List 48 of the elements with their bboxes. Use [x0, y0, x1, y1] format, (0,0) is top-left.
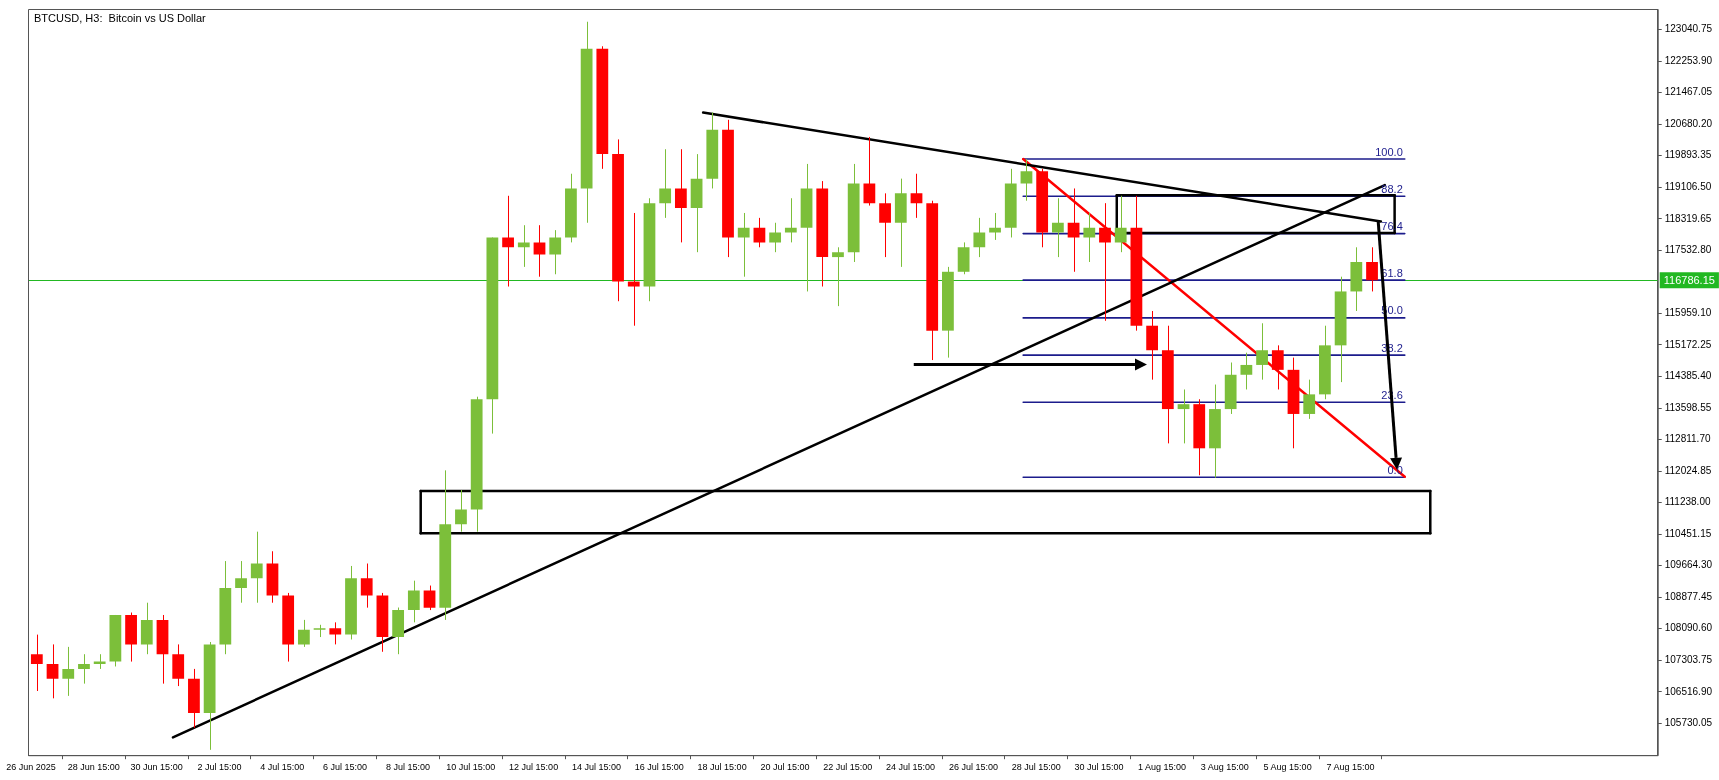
x-tick-label: 12 Jul 15:00: [509, 762, 559, 773]
x-tick-label: 28 Jun 15:00: [67, 762, 120, 773]
y-tick-label: 120680.20: [1664, 117, 1713, 129]
x-tick-label: 26 Jun 2025: [6, 762, 56, 773]
x-tick-label: 26 Jul 15:00: [948, 762, 998, 773]
y-tick-label: 107303.75: [1664, 654, 1713, 666]
y-tick-label: 115959.10: [1664, 307, 1712, 319]
y-tick-label: 119893.35: [1664, 149, 1712, 161]
y-tick-label: 115172.25: [1664, 338, 1712, 350]
x-tick-label: 2 Jul 15:00: [197, 762, 242, 773]
y-tick-label: 121467.05: [1664, 86, 1713, 98]
y-tick-label: 105730.05: [1664, 717, 1713, 729]
x-tick-label: 16 Jul 15:00: [634, 762, 684, 773]
y-tick-label: 110451.15: [1664, 527, 1712, 539]
x-tick-label: 8 Jul 15:00: [385, 762, 430, 773]
x-tick-label: 22 Jul 15:00: [823, 762, 873, 773]
x-tick-label: 7 Aug 15:00: [1326, 762, 1375, 773]
y-tick-label: 113598.55: [1664, 401, 1712, 413]
series-label: 100.0: [1375, 145, 1403, 158]
x-tick-label: 5 Aug 15:00: [1263, 762, 1312, 773]
x-tick-label: 20 Jul 15:00: [760, 762, 810, 773]
x-tick-label: 6 Jul 15:00: [323, 762, 368, 773]
x-tick-label: 3 Aug 15:00: [1200, 762, 1249, 773]
x-tick-label: 30 Jun 15:00: [130, 762, 183, 773]
y-tick-label: 108877.45: [1664, 590, 1713, 602]
x-tick-label: 28 Jul 15:00: [1011, 762, 1061, 773]
x-tick-label: 18 Jul 15:00: [697, 762, 747, 773]
x-tick-label: 4 Jul 15:00: [260, 762, 305, 773]
y-tick-label: 123040.75: [1664, 23, 1713, 35]
y-tick-label: 112024.85: [1664, 464, 1712, 476]
y-tick-label: 112811.70: [1664, 433, 1711, 445]
x-tick-label: 10 Jul 15:00: [446, 762, 496, 773]
y-tick-label: 119106.50: [1664, 181, 1712, 193]
y-tick-label: 122253.90: [1664, 54, 1713, 66]
x-tick-label: 30 Jul 15:00: [1074, 762, 1124, 773]
x-tick-label: 1 Aug 15:00: [1137, 762, 1186, 773]
chart-title: BTCUSD, H3: Bitcoin vs US Dollar: [34, 11, 207, 24]
series-label: 88.2: [1381, 182, 1403, 195]
y-tick-label: 118319.65: [1664, 212, 1712, 224]
y-tick-label: 111238.00: [1664, 496, 1711, 508]
y-tick-label: 114385.40: [1664, 370, 1712, 382]
x-tick-label: 24 Jul 15:00: [886, 762, 936, 773]
y-tick-label: 108090.60: [1664, 622, 1713, 634]
y-tick-label: 106516.90: [1664, 685, 1713, 697]
y-tick-label: 117532.80: [1664, 244, 1712, 256]
x-tick-label: 14 Jul 15:00: [571, 762, 621, 773]
ref-line-label: 116786.15: [1663, 273, 1715, 286]
y-tick-label: 109664.30: [1664, 559, 1713, 571]
